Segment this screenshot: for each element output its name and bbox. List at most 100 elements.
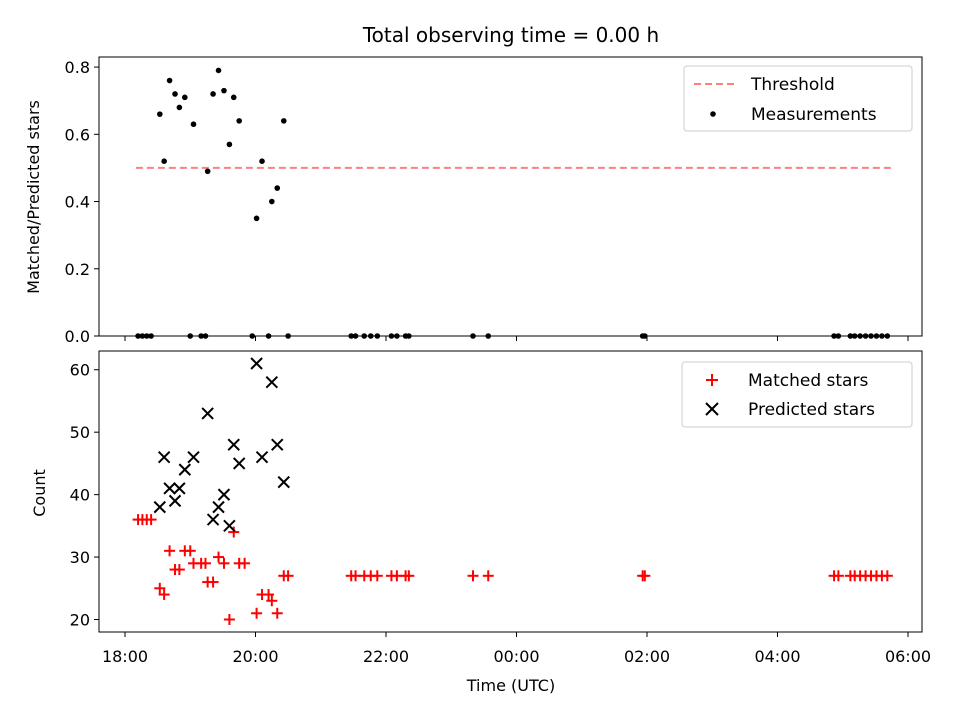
matched-stars-point — [266, 595, 278, 607]
bottom-y-axis-label: Count — [30, 469, 49, 517]
legend-matched-label: Matched stars — [748, 371, 868, 391]
top-y-axis-label: Matched/Predicted stars — [24, 100, 43, 294]
measurements-point — [190, 121, 197, 128]
measurements-point — [259, 158, 265, 165]
y-tick-label: 0.8 — [65, 58, 90, 77]
predicted-stars-point — [250, 357, 263, 370]
matched-stars-point — [207, 576, 219, 588]
predicted-stars-point — [232, 457, 246, 470]
matched-stars-point — [467, 570, 479, 582]
predicted-stars-point — [217, 488, 231, 501]
predicted-stars-point — [255, 450, 269, 464]
predicted-stars-point — [277, 475, 290, 489]
y-tick-label: 60 — [70, 361, 90, 380]
legend-predicted-label: Predicted stars — [748, 400, 875, 420]
predicted-stars-point — [271, 438, 284, 451]
measurements-point — [204, 168, 211, 175]
x-tick-label: 02:00 — [624, 647, 670, 666]
measurements-point — [226, 141, 233, 148]
measurements-point — [230, 94, 237, 101]
predicted-stars-point — [178, 463, 192, 476]
matched-stars-point — [881, 570, 893, 582]
legend-measurements-swatch — [710, 111, 716, 117]
legend-matched-swatch — [706, 374, 718, 386]
measurements-point — [253, 215, 260, 222]
measurements-point — [157, 111, 163, 117]
predicted-stars-point — [206, 513, 220, 526]
matched-stars-point — [263, 589, 275, 601]
bottom-panel: 20 30 40 50 60 18:00 20:00 22:00 00:00 02:00 04:0… — [30, 350, 931, 695]
matched-stars-point — [173, 564, 185, 576]
predicted-stars-point — [223, 519, 236, 533]
x-tick-label: 18:00 — [102, 647, 148, 666]
top-legend-box — [683, 65, 913, 132]
bottom-legend-box — [681, 361, 913, 428]
predicted-stars-point — [265, 376, 279, 389]
measurements-point — [280, 118, 287, 124]
predicted-stars-point — [201, 407, 214, 420]
predicted-stars-point — [187, 450, 200, 464]
measurements-point — [269, 198, 275, 205]
matched-stars-point — [154, 582, 166, 594]
x-tick-label: 06:00 — [885, 647, 931, 666]
top-legend: Threshold Measurements — [683, 65, 913, 132]
matched-stars-point — [482, 570, 494, 582]
top-axes-frame — [98, 56, 923, 337]
matched-stars-point — [403, 570, 415, 582]
matched-stars-point — [639, 570, 651, 582]
bottom-x-ticks: 18:00 20:00 22:00 00:00 02:00 04:00 06:00 — [102, 632, 931, 666]
matched-stars-point — [199, 557, 211, 569]
matched-stars-point — [228, 526, 240, 538]
top-panel: 0.00.20.40.60.8 Matched/Predicted stars … — [24, 56, 923, 346]
predicted-stars-point — [153, 500, 167, 514]
x-tick-label: 04:00 — [754, 647, 800, 666]
y-tick-label: 0.6 — [65, 125, 90, 144]
legend-predicted-swatch — [705, 402, 719, 416]
bottom-x-axis-label: Time (UTC) — [466, 676, 555, 695]
matched-stars-point — [371, 570, 383, 582]
y-tick-label: 0.0 — [65, 327, 90, 346]
predicted-stars-point — [163, 482, 176, 495]
x-tick-label: 00:00 — [493, 647, 539, 666]
y-tick-label: 0.4 — [65, 193, 90, 212]
measurements-point — [172, 91, 178, 97]
measurements-point — [182, 94, 188, 101]
top-y-ticks: 0.0 0.2 0.4 0.6 0.8 — [65, 58, 99, 346]
matched-stars-point — [239, 557, 251, 569]
legend-measurements-label: Measurements — [751, 105, 877, 125]
bottom-plot-area — [132, 357, 893, 626]
matched-stars-point — [184, 545, 196, 557]
y-tick-label: 0.2 — [65, 260, 90, 279]
x-tick-label: 20:00 — [232, 647, 278, 666]
legend-threshold-label: Threshold — [750, 75, 835, 95]
matched-stars-point — [271, 607, 283, 619]
measurements-point — [210, 91, 216, 97]
bottom-y-ticks: 20 30 40 50 60 — [70, 361, 99, 630]
matched-stars-point — [218, 557, 230, 569]
predicted-stars-point — [168, 494, 182, 508]
matched-stars-point — [282, 570, 294, 582]
chart-title: Total observing time = 0.00 h — [362, 23, 659, 47]
measurements-point — [274, 185, 281, 191]
predicted-stars-point — [173, 482, 186, 495]
matched-stars-point — [223, 614, 235, 626]
x-tick-label: 22:00 — [363, 647, 409, 666]
measurements-point — [161, 158, 167, 165]
bottom-legend: Matched stars Predicted stars — [681, 361, 913, 428]
y-tick-label: 40 — [70, 486, 90, 505]
bottom-axes-frame — [98, 350, 923, 633]
measurements-point — [176, 104, 183, 111]
matched-stars-point — [145, 514, 157, 526]
top-x-ticks — [124, 336, 909, 341]
measurements-point — [221, 87, 227, 94]
matched-stars-point — [251, 607, 263, 619]
measurements-point — [166, 77, 173, 84]
y-tick-label: 20 — [70, 611, 90, 630]
matched-stars-point — [164, 545, 176, 557]
y-tick-label: 50 — [70, 423, 90, 442]
measurements-point — [236, 118, 242, 124]
predicted-stars-point — [157, 450, 171, 464]
predicted-stars-point — [212, 500, 225, 514]
matched-stars-point — [832, 570, 844, 582]
